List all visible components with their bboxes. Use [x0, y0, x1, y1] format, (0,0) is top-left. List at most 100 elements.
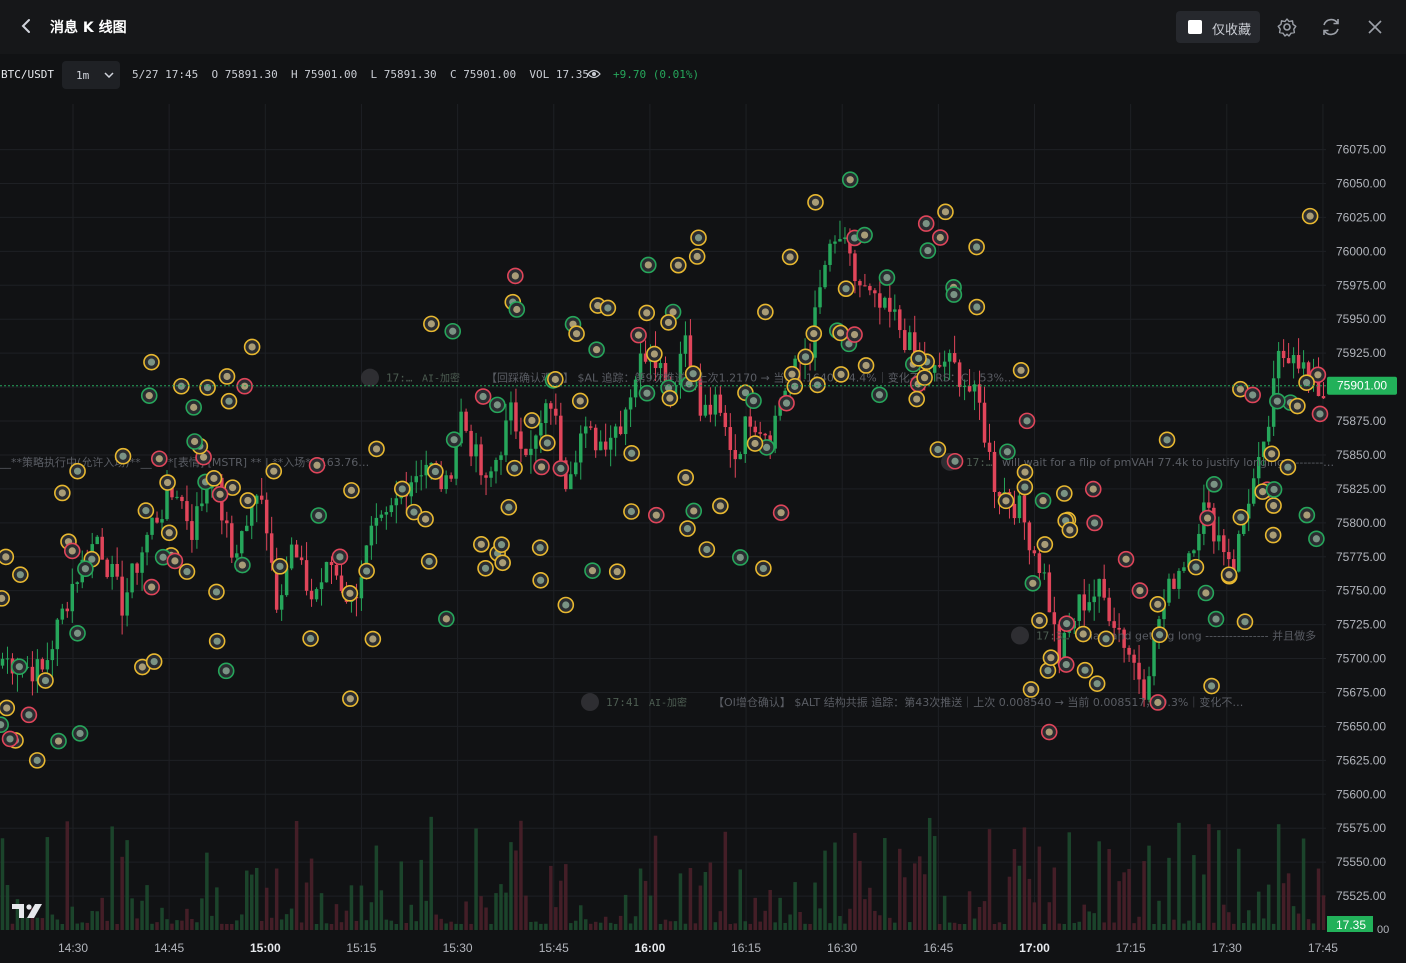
news-marker[interactable]: [69, 462, 86, 480]
news-marker[interactable]: [1076, 661, 1094, 679]
news-marker[interactable]: [1236, 613, 1254, 631]
news-marker[interactable]: [1265, 497, 1282, 514]
news-marker[interactable]: [1149, 694, 1167, 711]
news-marker[interactable]: [438, 610, 455, 628]
news-marker[interactable]: [271, 558, 289, 575]
news-marker[interactable]: [919, 242, 937, 259]
news-marker[interactable]: [745, 392, 762, 410]
news-marker[interactable]: [145, 653, 163, 670]
news-marker[interactable]: [1244, 386, 1261, 404]
news-marker[interactable]: [1042, 649, 1060, 666]
news-marker[interactable]: [1097, 630, 1115, 648]
news-marker[interactable]: [937, 203, 954, 221]
news-marker[interactable]: [1232, 508, 1250, 526]
news-marker[interactable]: [916, 369, 933, 386]
favorites-only-toggle[interactable]: 仅收藏: [1176, 11, 1260, 43]
news-marker[interactable]: [150, 450, 168, 468]
news-marker[interactable]: [1279, 458, 1297, 476]
news-marker[interactable]: [477, 559, 494, 577]
news-marker[interactable]: [12, 566, 29, 583]
news-marker[interactable]: [661, 389, 679, 407]
news-marker[interactable]: [778, 394, 795, 412]
news-marker[interactable]: [1036, 536, 1054, 553]
news-marker[interactable]: [837, 280, 855, 297]
news-marker[interactable]: [178, 563, 196, 580]
news-marker[interactable]: [1298, 374, 1315, 391]
news-marker[interactable]: [1040, 723, 1058, 741]
news-marker[interactable]: [1298, 506, 1316, 524]
news-marker[interactable]: [185, 399, 202, 416]
news-marker[interactable]: [945, 286, 963, 303]
news-marker[interactable]: [69, 624, 86, 642]
news-marker[interactable]: [0, 716, 9, 734]
news-marker[interactable]: [1151, 626, 1168, 644]
news-marker[interactable]: [539, 434, 556, 452]
news-marker[interactable]: [640, 256, 657, 274]
news-marker[interactable]: [358, 562, 375, 580]
gear-icon[interactable]: [1274, 14, 1300, 40]
news-marker[interactable]: [308, 456, 326, 474]
news-marker[interactable]: [846, 326, 863, 343]
news-marker[interactable]: [417, 510, 434, 528]
news-marker[interactable]: [807, 193, 824, 211]
news-marker[interactable]: [623, 503, 640, 520]
news-marker[interactable]: [243, 338, 261, 356]
news-marker[interactable]: [1056, 485, 1073, 502]
news-marker[interactable]: [1016, 463, 1034, 481]
news-marker[interactable]: [234, 556, 251, 574]
news-marker[interactable]: [208, 632, 226, 650]
news-marker[interactable]: [1199, 509, 1216, 527]
news-marker[interactable]: [805, 325, 823, 342]
news-marker[interactable]: [1074, 625, 1092, 643]
news-marker[interactable]: [239, 492, 257, 509]
news-marker[interactable]: [731, 549, 749, 566]
news-marker[interactable]: [1311, 405, 1329, 423]
news-marker[interactable]: [1205, 476, 1223, 493]
news-marker[interactable]: [0, 699, 16, 717]
news-marker[interactable]: [688, 248, 706, 265]
news-marker[interactable]: [929, 441, 947, 458]
news-marker[interactable]: [968, 238, 985, 256]
news-marker[interactable]: [648, 506, 665, 524]
news-marker[interactable]: [608, 563, 626, 580]
news-marker[interactable]: [205, 470, 223, 487]
news-marker[interactable]: [1265, 481, 1283, 498]
news-marker[interactable]: [302, 630, 319, 647]
news-marker[interactable]: [77, 560, 94, 578]
news-marker[interactable]: [532, 571, 549, 589]
news-annotation[interactable]: 17:… AI-加密 【回踩确认观察】 $AL 追踪：第9次推送｜上次1.2170 …: [361, 368, 1015, 387]
news-marker[interactable]: [660, 314, 677, 331]
news-marker[interactable]: [1220, 566, 1238, 584]
news-marker[interactable]: [1018, 412, 1036, 430]
news-marker[interactable]: [508, 301, 526, 318]
news-marker[interactable]: [0, 590, 10, 607]
news-marker[interactable]: [1039, 662, 1057, 679]
news-annotation[interactable]: 17:41 AI-加密 【OI增仓确认】 $ALT 结构共振 追踪：第43次推送｜上…: [581, 693, 1243, 712]
refresh-icon[interactable]: [1318, 14, 1344, 40]
news-marker[interactable]: [599, 299, 617, 317]
news-marker[interactable]: [910, 350, 927, 367]
news-marker[interactable]: [698, 541, 716, 558]
news-marker[interactable]: [218, 368, 236, 385]
news-marker[interactable]: [1264, 526, 1282, 544]
news-marker[interactable]: [685, 502, 703, 520]
news-marker[interactable]: [1301, 207, 1319, 225]
news-marker[interactable]: [832, 324, 849, 342]
news-marker[interactable]: [809, 376, 826, 394]
news-marker[interactable]: [423, 315, 440, 333]
news-marker[interactable]: [20, 706, 38, 724]
news-marker[interactable]: [368, 440, 385, 458]
news-marker[interactable]: [638, 384, 656, 402]
news-marker[interactable]: [878, 269, 896, 286]
news-marker[interactable]: [871, 386, 888, 404]
news-marker[interactable]: [342, 690, 359, 708]
close-icon[interactable]: [1362, 14, 1388, 40]
news-marker[interactable]: [1034, 492, 1052, 509]
news-marker[interactable]: [1187, 558, 1205, 576]
news-marker[interactable]: [427, 463, 444, 480]
news-marker[interactable]: [420, 553, 438, 570]
news-marker[interactable]: [1084, 480, 1102, 498]
news-marker[interactable]: [1289, 397, 1306, 415]
news-marker[interactable]: [568, 325, 585, 342]
news-marker[interactable]: [1058, 615, 1075, 632]
